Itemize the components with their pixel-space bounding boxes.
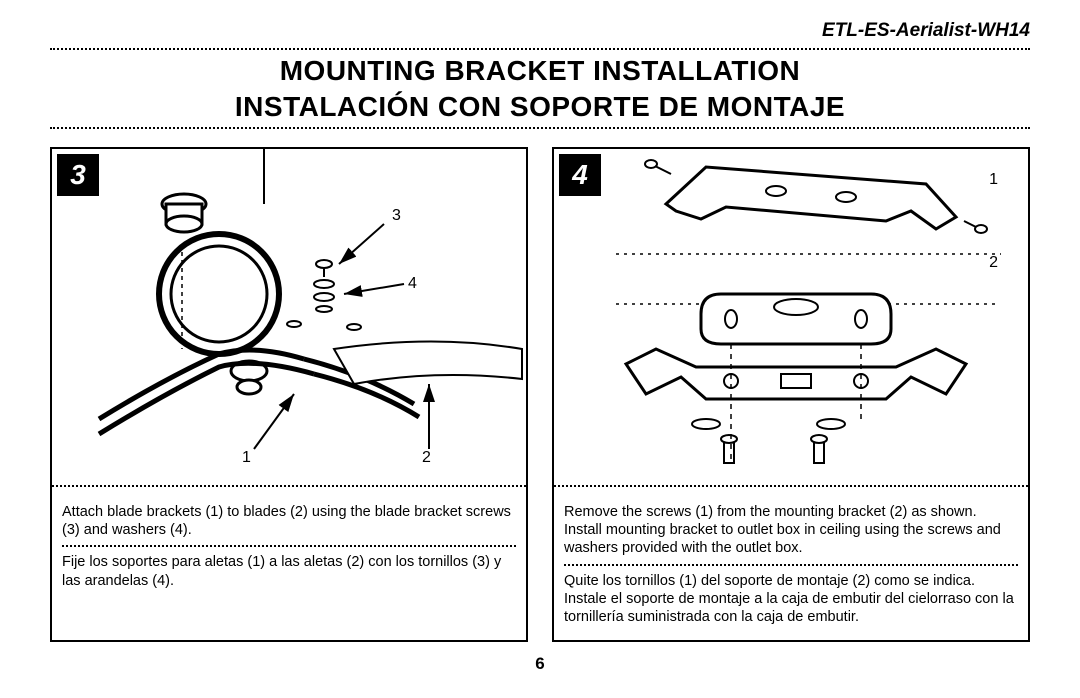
panel-3-text: Attach blade brackets (1) to blades (2) …	[52, 493, 526, 604]
callout-3-label-3: 3	[392, 207, 401, 225]
panel-4-divider-2	[564, 564, 1018, 566]
section-title-en: MOUNTING BRACKET INSTALLATION	[50, 54, 1030, 88]
panel-3-divider-2	[62, 545, 516, 547]
divider-top	[50, 48, 1030, 50]
panel-3-text-es: Fije los soportes para aletas (1) a las …	[62, 553, 516, 589]
callout-3-label-1: 1	[242, 449, 251, 467]
callout-3-label-2: 2	[422, 449, 431, 467]
panel-step-3: 3	[50, 147, 528, 642]
divider-bottom	[50, 127, 1030, 129]
illustration-step-4: 1 2	[554, 149, 1028, 479]
panel-3-text-en: Attach blade brackets (1) to blades (2) …	[62, 503, 516, 539]
model-number: ETL-ES-Aerialist-WH14	[50, 20, 1030, 42]
section-title-es: INSTALACIÓN CON SOPORTE DE MONTAJE	[50, 90, 1030, 124]
panel-4-text-es: Quite los tornillos (1) del soporte de m…	[564, 572, 1018, 626]
panels-row: 3	[50, 147, 1030, 642]
panel-4-text-en: Remove the screws (1) from the mounting …	[564, 503, 1018, 557]
callout-4-label-1: 1	[989, 171, 998, 189]
callout-4-label-2: 2	[989, 254, 998, 272]
illustration-step-3: 3 4 1 2	[52, 149, 526, 479]
panel-step-4: 4	[552, 147, 1030, 642]
callout-3-label-4: 4	[408, 275, 417, 293]
page-number: 6	[50, 654, 1030, 674]
panel-4-text: Remove the screws (1) from the mounting …	[554, 493, 1028, 640]
panel-3-divider-1	[52, 485, 526, 487]
panel-4-divider-1	[554, 485, 1028, 487]
